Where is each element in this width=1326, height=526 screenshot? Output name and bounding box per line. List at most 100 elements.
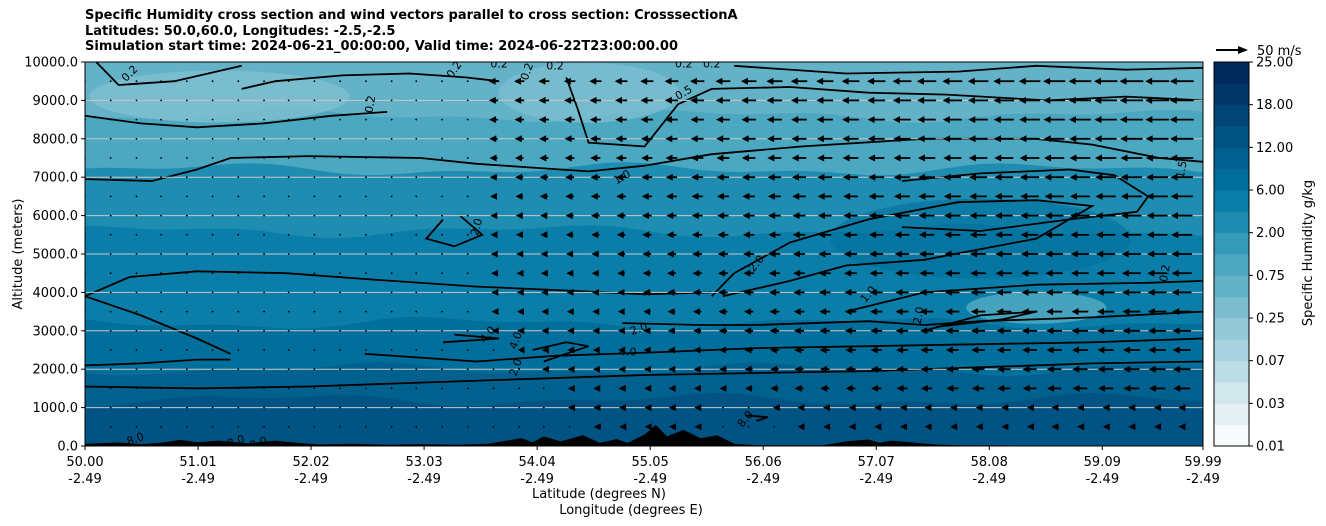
- humidity-band-9.0-12.0: [85, 392, 1203, 446]
- wind-vector-head: [740, 77, 748, 85]
- wind-vector: [364, 214, 367, 217]
- wind-vector: [339, 329, 342, 332]
- wind-vector: [441, 406, 443, 409]
- wind-vector-head: [968, 154, 976, 162]
- wind-vector: [644, 404, 652, 412]
- wind-vector: [515, 212, 523, 220]
- wind-vector: [896, 365, 908, 373]
- wind-vector: [364, 118, 367, 121]
- wind-vector-head: [1173, 384, 1181, 392]
- wind-vector-head: [616, 250, 624, 258]
- wind-vector-head: [794, 384, 802, 392]
- wind-vector: [313, 425, 316, 428]
- wind-vector: [518, 406, 521, 409]
- wind-vector: [917, 154, 936, 162]
- wind-vector: [237, 387, 240, 390]
- wind-vector-head: [692, 269, 700, 277]
- contour-line: [85, 270, 712, 298]
- wind-vector: [664, 96, 679, 104]
- wind-vector: [492, 406, 495, 409]
- wind-vector: [1071, 327, 1089, 335]
- wind-vector: [415, 310, 418, 313]
- wind-vector: [160, 425, 163, 428]
- wind-vector-head: [975, 404, 983, 412]
- wind-vector: [867, 116, 885, 124]
- wind-vector-head: [592, 346, 600, 354]
- wind-vector: [642, 231, 652, 239]
- wind-vector-head: [640, 135, 648, 143]
- wind-vector: [1169, 96, 1194, 104]
- wind-vector-head: [1170, 154, 1178, 162]
- wind-vector: [109, 80, 112, 83]
- wind-vector: [518, 368, 521, 371]
- wind-vector-head: [689, 77, 697, 85]
- wind-vector-head: [541, 288, 549, 296]
- wind-vector-head: [1044, 192, 1052, 200]
- wind-vector: [441, 157, 443, 159]
- wind-vector: [567, 384, 575, 392]
- colorbar-segment: [1214, 318, 1249, 340]
- wind-vector: [715, 96, 731, 104]
- wind-vector-head: [844, 269, 852, 277]
- wind-vector: [135, 233, 138, 236]
- wind-vector: [109, 349, 112, 351]
- wind-vector: [1170, 192, 1193, 200]
- wind-vector: [441, 310, 443, 313]
- wind-vector: [868, 154, 885, 162]
- wind-vector: [616, 212, 626, 220]
- wind-vector: [185, 253, 188, 255]
- wind-vector: [616, 250, 626, 258]
- wind-vector: [968, 116, 988, 124]
- wind-vector: [917, 116, 936, 124]
- contour-line: [745, 414, 768, 422]
- wind-vector: [1001, 423, 1009, 431]
- wind-vector: [717, 269, 728, 277]
- wind-vector: [692, 308, 702, 316]
- wind-vector: [313, 80, 316, 83]
- wind-vector: [970, 308, 986, 316]
- wind-vector: [995, 231, 1013, 239]
- wind-vector-head: [942, 96, 950, 104]
- wind-vector: [767, 135, 782, 143]
- x-tick-label-latitude: 59.99: [1184, 455, 1221, 470]
- wind-vector: [869, 288, 883, 296]
- wind-vector-head: [918, 212, 926, 220]
- humidity-patch-upper-west: [89, 70, 350, 123]
- wind-vector: [1123, 365, 1140, 373]
- wind-vector: [441, 195, 443, 198]
- wind-vector: [390, 253, 393, 255]
- wind-vector: [538, 116, 549, 124]
- wind-vector: [491, 269, 499, 277]
- wind-vector: [466, 253, 469, 255]
- wind-vector-head: [1097, 327, 1105, 335]
- wind-vector-head: [491, 327, 499, 335]
- wind-vector: [211, 349, 214, 351]
- wind-vector: [668, 346, 676, 354]
- wind-vector: [263, 291, 265, 294]
- wind-vector: [1096, 269, 1115, 277]
- wind-vector-head: [918, 192, 926, 200]
- wind-vector: [237, 406, 240, 409]
- wind-vector: [895, 269, 909, 277]
- wind-vector: [591, 231, 600, 239]
- wind-vector-head: [945, 288, 953, 296]
- wind-vector: [892, 96, 912, 104]
- wind-vector-head: [920, 346, 928, 354]
- wind-vector: [237, 329, 240, 332]
- wind-vector: [918, 173, 936, 181]
- wind-vector: [263, 214, 265, 217]
- wind-vector: [565, 231, 574, 239]
- wind-vector: [1096, 250, 1116, 258]
- wind-vector: [1018, 96, 1041, 104]
- wind-vector-head: [1096, 269, 1104, 277]
- wind-vector: [1094, 96, 1118, 104]
- wind-vector: [845, 346, 856, 354]
- wind-vector-head: [615, 154, 623, 162]
- wind-vector: [1154, 423, 1162, 431]
- wind-vector-head: [767, 154, 775, 162]
- wind-vector: [640, 135, 653, 143]
- humidity-fill-layer: [85, 62, 1203, 446]
- contour-line: [532, 341, 589, 363]
- wind-vector-head: [668, 404, 676, 412]
- wind-vector-head: [769, 327, 777, 335]
